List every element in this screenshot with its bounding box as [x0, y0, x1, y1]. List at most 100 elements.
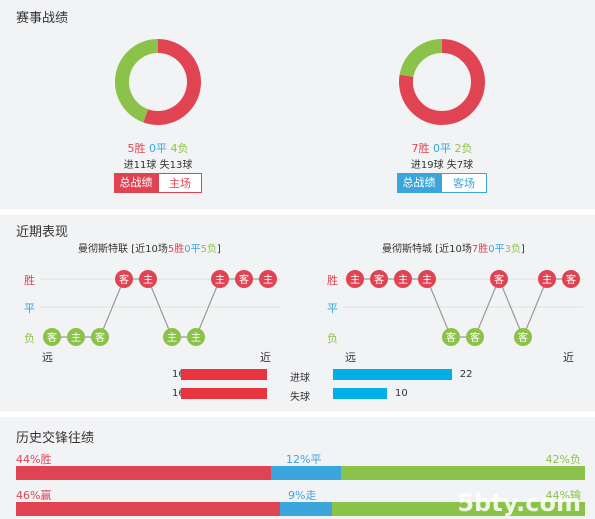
home-goals: 进11球	[123, 160, 157, 171]
right-form-point-label: 客	[374, 273, 384, 286]
right-form-point	[346, 270, 364, 288]
away-goals-bar	[333, 369, 452, 380]
away-conceded-bar	[333, 388, 387, 399]
left-form-point	[139, 270, 157, 288]
right-form-point	[514, 328, 532, 346]
right-summary-suffix: ]	[520, 244, 525, 255]
right-axis-draw: 平	[327, 302, 338, 315]
left-axis-far: 远	[42, 351, 53, 364]
home-goals-line: 进11球 失13球	[108, 156, 208, 171]
home-goals-value: 16	[172, 369, 185, 380]
right-form-point-label: 主	[398, 274, 408, 286]
left-form-point-label: 主	[263, 274, 273, 286]
h2h-row1-draw-bar	[271, 466, 342, 480]
right-form-point	[418, 270, 436, 288]
away-losses: 2负	[454, 142, 473, 155]
left-form-point	[43, 328, 61, 346]
right-form-point	[538, 270, 556, 288]
away-side-tab[interactable]: 客场	[441, 173, 487, 193]
right-summary-prefix: [近10场	[435, 244, 472, 255]
right-recent-summary: 曼彻斯特城 [近10场7胜0平3负]	[382, 240, 525, 255]
left-axis-draw: 平	[24, 302, 35, 315]
home-wins: 5胜	[127, 142, 146, 155]
away-goals: 进19球	[410, 160, 444, 171]
h2h-row1-loss-bar	[341, 466, 585, 480]
right-axis-loss: 负	[327, 332, 338, 345]
home-conceded: 失13球	[159, 160, 193, 171]
left-form-point-label: 主	[143, 274, 153, 286]
right-form-point-label: 客	[494, 273, 504, 286]
right-form-point-label: 主	[350, 274, 360, 286]
right-form-point-label: 客	[518, 331, 528, 344]
right-form-point-label: 客	[566, 273, 576, 286]
right-summary-l: 3负	[504, 244, 521, 255]
record-panel	[0, 0, 595, 209]
away-conceded: 失7球	[446, 160, 474, 171]
right-axis-win: 胜	[327, 274, 338, 287]
away-draws: 0平	[433, 142, 451, 155]
left-form-line	[52, 278, 268, 338]
left-axis-loss: 负	[24, 332, 35, 345]
away-goals-line: 进19球 失7球	[392, 156, 492, 171]
left-summary-d: 0平	[184, 244, 201, 255]
left-summary-l: 5负	[200, 244, 217, 255]
away-donut	[399, 39, 485, 125]
away-wins: 7胜	[411, 142, 430, 155]
right-form-point-label: 主	[422, 274, 432, 286]
h2h-row1-loss-label: 42%负	[545, 453, 581, 466]
right-axis-near: 近	[563, 351, 574, 364]
left-form-point	[187, 328, 205, 346]
recent-title: 近期表现	[16, 225, 69, 240]
h2h-row1-win-bar	[16, 466, 272, 480]
left-form-point-label: 客	[95, 331, 105, 344]
home-draws: 0平	[149, 142, 167, 155]
h2h-row1-draw-label: 12%平	[286, 453, 322, 466]
home-donut	[115, 39, 201, 125]
home-record-line: 5胜 0平 4负	[108, 140, 208, 156]
right-axis-far: 远	[345, 351, 356, 364]
away-record-line: 7胜 0平 2负	[392, 140, 492, 156]
right-form-point	[394, 270, 412, 288]
away-total-tab[interactable]: 总战绩	[397, 173, 441, 193]
home-losses: 4负	[170, 142, 189, 155]
goals-label: 进球	[290, 373, 310, 384]
divider	[0, 209, 595, 215]
home-total-tab[interactable]: 总战绩	[114, 173, 158, 193]
right-form-point	[442, 328, 460, 346]
home-conceded-bar	[180, 388, 267, 399]
left-summary-w: 5胜	[167, 244, 185, 255]
away-donut-loss-slice	[399, 39, 443, 78]
left-axis-win: 胜	[24, 274, 35, 287]
left-form-point-label: 主	[167, 332, 177, 344]
left-form-point	[259, 270, 277, 288]
right-form-point	[490, 270, 508, 288]
h2h-row2-draw-bar	[280, 502, 333, 516]
left-form-point	[163, 328, 181, 346]
right-form-point	[466, 328, 484, 346]
right-form-point-label: 主	[542, 274, 552, 286]
right-form-point-label: 客	[470, 331, 480, 344]
away-goals-value: 22	[459, 369, 473, 380]
left-form-point-label: 客	[47, 331, 57, 344]
h2h-row2-win-bar	[16, 502, 281, 516]
h2h-row2-loss-label: 44%输	[545, 489, 581, 502]
right-form-chart: 主客主主客 客客客主客	[343, 270, 583, 346]
watermark-logo: 5bty.com	[457, 489, 581, 517]
right-form-point	[562, 270, 580, 288]
left-form-point	[235, 270, 253, 288]
left-form-point	[91, 328, 109, 346]
home-side-tab[interactable]: 主场	[158, 173, 202, 193]
h2h-row2-loss-bar	[332, 502, 585, 516]
right-summary-w: 7胜	[471, 244, 489, 255]
left-form-point	[211, 270, 229, 288]
left-form-point	[115, 270, 133, 288]
right-form-point-label: 客	[446, 331, 456, 344]
left-form-point-label: 客	[239, 273, 249, 286]
record-title: 赛事战绩	[16, 11, 69, 26]
left-form-chart: 客主客客 主主 主主客主	[40, 270, 280, 346]
right-form-point	[370, 270, 388, 288]
home-donut-loss-slice	[115, 39, 159, 123]
right-team-name: 曼彻斯特城	[382, 244, 432, 255]
right-summary-d: 0平	[488, 244, 505, 255]
h2h-row2-draw-label: 9%走	[288, 489, 317, 502]
